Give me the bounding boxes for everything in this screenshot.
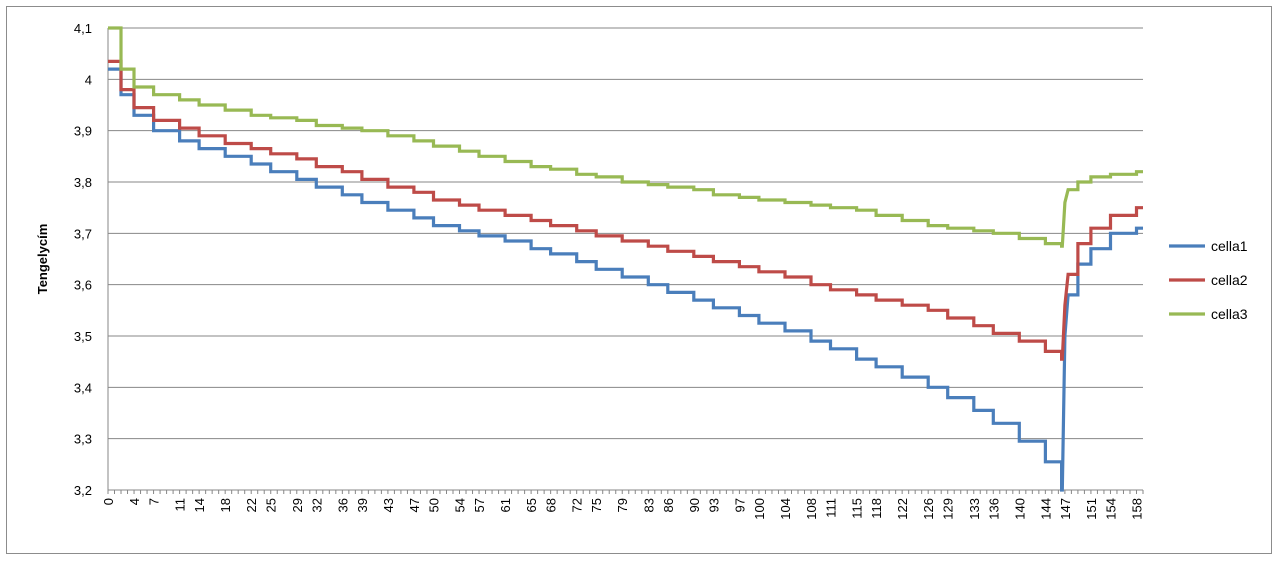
y-tick-label: 3,2 [74,483,92,498]
x-tick-label: 140 [1012,498,1027,520]
x-tick-label: 36 [335,498,350,512]
y-tick-label: 3,3 [74,432,92,447]
x-tick-label: 122 [895,498,910,520]
x-tick-label: 97 [732,498,747,512]
x-tick-label: 133 [967,498,982,520]
legend-label-cella1: cella1 [1211,238,1248,254]
y-tick-label: 3,5 [74,329,92,344]
x-tick-label: 11 [173,498,188,512]
legend-label-cella2: cella2 [1211,272,1248,288]
x-tick-label: 147 [1058,498,1073,520]
x-tick-label: 43 [381,498,396,512]
y-tick-label: 4 [85,72,92,87]
x-tick-label: 68 [544,498,559,512]
x-tick-label: 39 [355,498,370,512]
x-tick-label: 75 [589,498,604,512]
axes [107,28,1144,494]
legend-label-cella3: cella3 [1211,306,1248,322]
x-tick-label: 54 [453,498,468,512]
x-tick-label: 14 [192,498,207,512]
x-tick-label: 111 [824,498,839,518]
x-tick-label: 7 [147,498,162,505]
x-tick-label: 93 [706,498,721,512]
x-tick-label: 18 [218,498,233,512]
legend: cella1 cella2 cella3 [1169,238,1248,322]
y-tick-label: 3,8 [74,175,92,190]
y-axis-label: Tengelycím [35,224,50,295]
x-tick-label: 136 [986,498,1001,520]
x-tick-label: 22 [244,498,259,512]
x-tick-label: 104 [778,498,793,520]
x-tick-label: 86 [661,498,676,512]
x-tick-label: 50 [426,498,441,512]
series-lines [108,26,1143,492]
x-tick-label: 126 [921,498,936,520]
x-tick-label: 115 [850,498,865,519]
x-tick-label: 32 [309,498,324,512]
x-tick-label: 83 [641,498,656,512]
x-tick-label: 0 [101,498,116,505]
x-tick-label: 151 [1084,498,1099,520]
y-tick-label: 4,1 [74,21,92,36]
x-tick-label: 118 [869,498,884,519]
x-tick-label: 25 [264,498,279,512]
x-tick-label: 108 [804,498,819,520]
gridlines [108,27,1143,491]
x-tick-label: 61 [498,498,513,512]
x-tick-label: 129 [941,498,956,520]
series-line-cella1 [108,67,1143,492]
series-line-cella3 [108,26,1143,248]
x-tick-label: 144 [1038,498,1053,520]
x-tick-label: 158 [1129,498,1144,520]
y-tick-label: 3,6 [74,278,92,293]
x-tick-label: 79 [615,498,630,512]
series-line-cella2 [108,59,1143,361]
x-tick-label: 90 [687,498,702,512]
x-tick-label: 4 [127,498,142,505]
x-tick-label: 72 [570,498,585,512]
y-tick-label: 3,9 [74,124,92,139]
x-tick-label: 29 [290,498,305,512]
x-tick-label: 100 [752,498,767,520]
x-tick-label: 57 [472,498,487,512]
x-tick-label: 154 [1103,498,1118,520]
x-tick-label: 47 [407,498,422,512]
y-tick-label: 3,7 [74,226,92,241]
tick-labels: 3,23,33,43,53,63,73,83,944,10 4 7 11 14 18 22 2… [74,21,1145,520]
y-tick-label: 3,4 [74,380,92,395]
x-tick-label: 65 [524,498,539,512]
